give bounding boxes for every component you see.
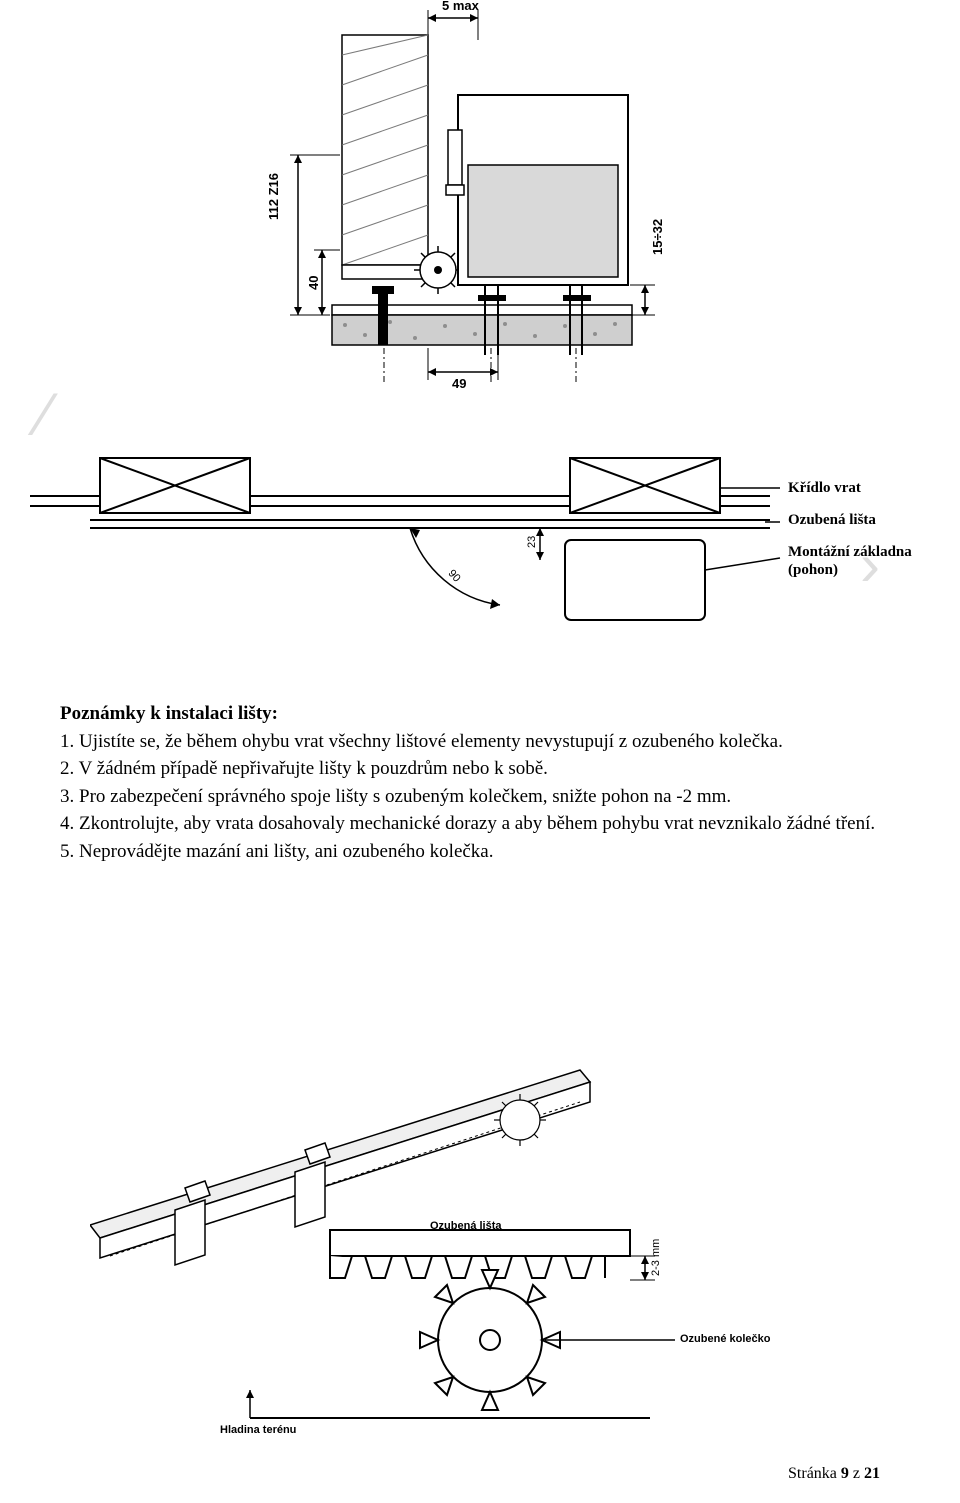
note-3: 3. Pro zabezpečení správného spoje lišty… — [60, 783, 900, 811]
fig3-dim-gap: 2-3 mm — [650, 1239, 662, 1276]
label-base-1: Montážní základna — [788, 544, 912, 561]
notes-heading: Poznámky k instalaci lišty: — [60, 700, 900, 728]
note-1: 1. Ujistíte se, že během ohybu vrat všec… — [60, 728, 900, 756]
dim-40-label: 40 — [306, 276, 321, 290]
fig3-label-ground: Hladina terénu — [220, 1424, 296, 1436]
figure-rack-gear: Ozubená lišta 2-3 mm Ozubené kolečko Hla… — [90, 1010, 870, 1440]
figure-plan-view: 90 23 Křídlo vrat Ozubená lišta Montážní… — [30, 440, 930, 650]
footer-page: 9 — [841, 1465, 849, 1482]
fig3-label-rack: Ozubená lišta — [430, 1220, 502, 1232]
page: ⁄ › — [0, 0, 960, 1503]
fig3-label-gear: Ozubené kolečko — [680, 1333, 770, 1345]
footer-middle: z — [849, 1465, 864, 1482]
figure-side-section: 5 max 112 Z16 40 15÷32 49 — [250, 0, 730, 390]
dim-right-label: 15÷32 — [650, 219, 665, 255]
footer-total: 21 — [864, 1465, 880, 1482]
dim-112-label: 112 Z16 — [266, 173, 281, 220]
dim-49-label: 49 — [452, 376, 466, 391]
dim-top-label: 5 max — [442, 0, 479, 13]
note-2: 2. V žádném případě nepřivařujte lišty k… — [60, 755, 900, 783]
label-wing: Křídlo vrat — [788, 480, 861, 497]
note-5: 5. Neprovádějte mazání ani lišty, ani oz… — [60, 838, 900, 866]
footer-prefix: Stránka — [788, 1465, 841, 1482]
label-base-2: (pohon) — [788, 562, 838, 579]
label-rack: Ozubená lišta — [788, 512, 876, 529]
dim-23: 23 — [526, 536, 538, 548]
watermark-mark: ⁄ — [40, 380, 50, 449]
note-4: 4. Zkontrolujte, aby vrata dosahovaly me… — [60, 810, 900, 838]
page-footer: Stránka 9 z 21 — [788, 1465, 880, 1483]
notes-block: Poznámky k instalaci lišty: 1. Ujistíte … — [60, 700, 900, 865]
